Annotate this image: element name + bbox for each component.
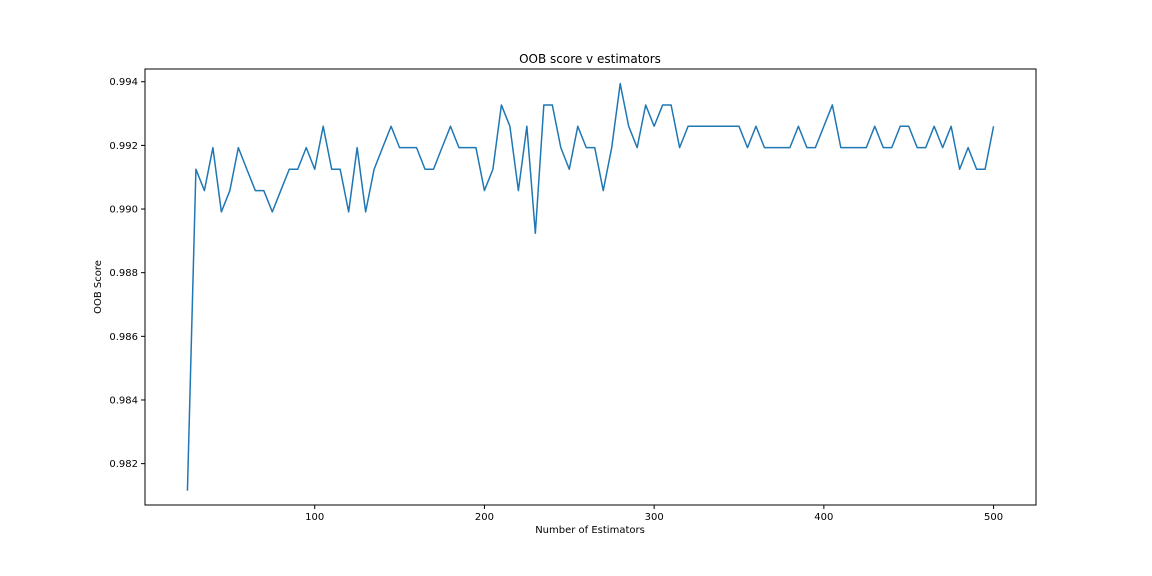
y-tick-label: 0.990 bbox=[109, 205, 138, 216]
x-tick-label: 200 bbox=[475, 512, 494, 523]
oob-score-series-line bbox=[186, 82, 995, 491]
y-tick-label: 0.992 bbox=[109, 141, 138, 152]
y-tick-label: 0.982 bbox=[109, 459, 138, 470]
series-layer bbox=[186, 82, 995, 491]
y-tick-label: 0.994 bbox=[109, 77, 138, 88]
x-axis-label: Number of Estimators bbox=[535, 525, 645, 536]
y-tick-label: 0.988 bbox=[109, 268, 138, 279]
y-axis-ticks: 0.982 0.984 0.986 0.988 0.990 0.992 0.994 bbox=[109, 77, 145, 470]
y-axis-label: OOB Score bbox=[93, 260, 104, 314]
y-tick-label: 0.986 bbox=[109, 332, 138, 343]
x-tick-label: 500 bbox=[984, 512, 1003, 523]
x-axis-ticks: 100 200 300 400 500 bbox=[305, 505, 1003, 523]
chart-title: OOB score v estimators bbox=[519, 52, 661, 66]
plot-frame bbox=[144, 68, 1037, 506]
y-tick-label: 0.984 bbox=[109, 395, 138, 406]
x-tick-label: 400 bbox=[814, 512, 833, 523]
x-tick-label: 100 bbox=[305, 512, 324, 523]
x-tick-label: 300 bbox=[645, 512, 664, 523]
